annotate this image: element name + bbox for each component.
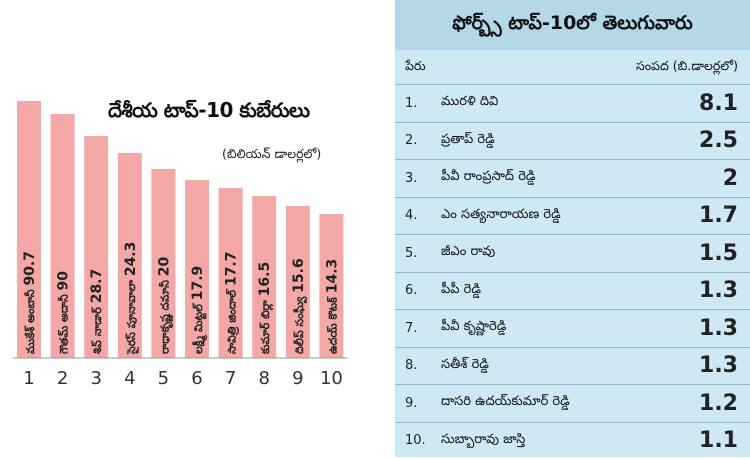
row-name: పీవీ కృష్ణారెడ్డి <box>441 319 658 337</box>
table-row: 4.ఎం సత్యనారాయణ రెడ్డి1.7 <box>395 197 750 235</box>
row-name: పీపీ రెడ్డి <box>441 282 658 300</box>
table-row: 2.ప్రతాప్ రెడ్డి2.5 <box>395 122 750 160</box>
row-rank: 2. <box>395 133 441 148</box>
bar-label: కుమార్ బిర్లా 16.5 <box>257 262 274 355</box>
row-rank: 7. <box>395 321 441 336</box>
row-rank: 1. <box>395 96 441 111</box>
row-value: 1.3 <box>658 316 750 341</box>
row-name: ఎం సత్యనారాయణ రెడ్డి <box>441 207 658 225</box>
rich-list-chart: ముకేశ్ అంబానీ 90.7 1 గౌతమ్ అదానీ 90 2 శివ్ న… <box>0 0 385 457</box>
rank-label: 10 <box>320 368 343 389</box>
row-name: సతీశ్ రెడ్డి <box>441 357 658 375</box>
rank-label: 1 <box>23 368 34 389</box>
bar-label: శివ్ నాడార్ 28.7 <box>89 269 105 354</box>
row-name: ప్రతాప్ రెడ్డి <box>441 132 658 150</box>
row-value: 2 <box>658 166 750 191</box>
row-value: 1.3 <box>658 278 750 303</box>
table-row: 6.పీపీ రెడ్డి1.3 <box>395 272 750 310</box>
row-value: 2.5 <box>658 128 750 153</box>
bar-chart: ముకేశ్ అంబానీ 90.7 1 గౌతమ్ అదానీ 90 2 శివ్ న… <box>0 0 385 457</box>
rank-label: 2 <box>57 368 68 389</box>
rank-label: 5 <box>158 368 169 389</box>
header-wealth: సంపద (బి.డాలర్లలో) <box>636 58 738 77</box>
row-name: సుబ్బారావు జాస్తి <box>441 432 658 450</box>
table-row: 9.దాసరి ఉదయ్‌కుమార్ రెడ్డి1.2 <box>395 384 750 422</box>
table-row: 10.సుబ్బారావు జాస్తి1.1 <box>395 422 750 459</box>
row-rank: 5. <box>395 246 441 261</box>
table-row: 8.సతీశ్ రెడ్డి1.3 <box>395 347 750 385</box>
bar-label: రాధాకృష్ణ దమానీ 20 <box>156 256 173 354</box>
bar-label: సైరస్ పూనావాలా 24.3 <box>123 242 139 355</box>
row-value: 1.7 <box>658 203 750 228</box>
bar-label: దిలీప్ సంఘ్వీ 15.6 <box>291 258 307 354</box>
row-rank: 6. <box>395 283 441 298</box>
rank-label: 9 <box>292 368 303 389</box>
table-title: ఫోర్బ్స్ టాప్-10లో తెలుగువారు <box>395 0 750 50</box>
row-rank: 4. <box>395 208 441 223</box>
row-name: దాసరి ఉదయ్‌కుమార్ రెడ్డి <box>441 394 658 412</box>
row-name: మురళి దివి <box>441 94 658 112</box>
rank-label: 6 <box>191 368 202 389</box>
rank-label: 7 <box>225 368 236 389</box>
rank-label: 3 <box>90 368 101 389</box>
row-name: జీఎం రావు <box>441 244 658 262</box>
row-name: పీవీ రాంప్రసాద్ రెడ్డి <box>441 169 658 187</box>
row-rank: 9. <box>395 396 441 411</box>
telugu-rich-table: ఫోర్బ్స్ టాప్-10లో తెలుగువారు పేరు సంపద … <box>395 0 750 457</box>
bar-label: సావిత్రి జిందాల్ 17.7 <box>224 252 240 355</box>
bar-label: ఉదయ్ కొటక్ 14.3 <box>324 259 340 354</box>
table-row: 7.పీవీ కృష్ణారెడ్డి1.3 <box>395 309 750 347</box>
row-value: 8.1 <box>658 91 750 116</box>
row-value: 1.2 <box>658 391 750 416</box>
chart-subtitle: (బిలియన్ డాలర్లలో) <box>222 146 321 165</box>
row-rank: 3. <box>395 171 441 186</box>
row-rank: 10. <box>395 433 441 448</box>
bar-label: గౌతమ్ అదానీ 90 <box>56 271 72 354</box>
header-name: పేరు <box>405 58 426 77</box>
bar-label: ముకేశ్ అంబానీ 90.7 <box>22 251 38 354</box>
table-row: 1.మురళి దివి8.1 <box>395 84 750 122</box>
row-value: 1.1 <box>658 428 750 453</box>
row-value: 1.5 <box>658 241 750 266</box>
row-rank: 8. <box>395 358 441 373</box>
rank-label: 8 <box>258 368 269 389</box>
row-value: 1.3 <box>658 353 750 378</box>
chart-title: దేశీయ టాప్-10 కుబేరులు <box>108 98 378 127</box>
rank-label: 4 <box>124 368 135 389</box>
table-row: 5.జీఎం రావు1.5 <box>395 234 750 272</box>
table-row: 3.పీవీ రాంప్రసాద్ రెడ్డి2 <box>395 159 750 197</box>
